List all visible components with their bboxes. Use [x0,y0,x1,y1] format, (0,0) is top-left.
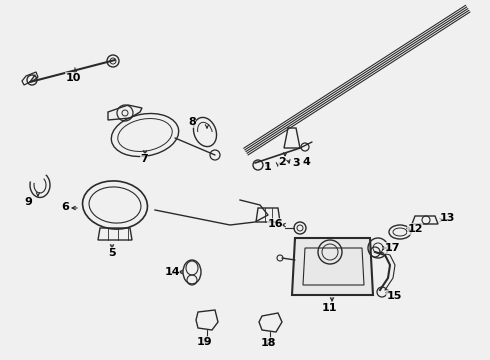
Text: 9: 9 [24,197,32,207]
Text: 5: 5 [108,248,116,258]
Text: 8: 8 [188,117,196,127]
Text: 12: 12 [407,224,423,234]
Text: 6: 6 [61,202,69,212]
Text: 3: 3 [292,158,300,168]
Text: 16: 16 [267,219,283,229]
Polygon shape [292,238,373,295]
Text: 4: 4 [302,157,310,167]
Text: 11: 11 [321,303,337,313]
Text: 15: 15 [386,291,402,301]
Text: 17: 17 [384,243,400,253]
Text: 13: 13 [440,213,455,223]
Text: 2: 2 [278,157,286,167]
Text: 10: 10 [65,73,81,83]
Text: 1: 1 [264,162,272,172]
Text: 14: 14 [164,267,180,277]
Text: 7: 7 [140,154,148,164]
Text: 19: 19 [196,337,212,347]
Text: 18: 18 [260,338,276,348]
